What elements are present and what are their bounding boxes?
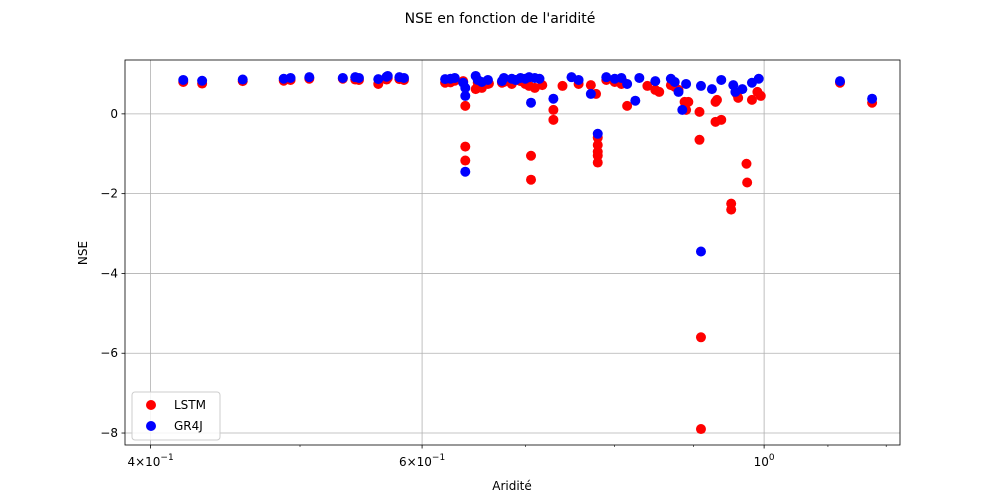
point-gr4j (695, 246, 706, 257)
point-gr4j (601, 72, 612, 83)
point-lstm (694, 106, 705, 117)
point-gr4j (449, 72, 460, 83)
point-gr4j (304, 72, 315, 83)
point-lstm (592, 157, 603, 168)
chart-title: NSE en fonction de l'aridité (405, 11, 596, 27)
point-gr4j (592, 128, 603, 139)
point-gr4j (835, 76, 845, 87)
point-lstm (654, 86, 665, 97)
ticks-layer: 0 −2 −4 −6 −8 4×10−1 6×10−1 100 (100, 107, 887, 469)
point-gr4j (460, 166, 471, 177)
point-lstm (548, 114, 559, 125)
point-gr4j (382, 70, 393, 81)
point-lstm (460, 100, 471, 111)
point-lstm (742, 177, 753, 188)
point-gr4j (622, 78, 633, 89)
point-gr4j (753, 73, 764, 84)
point-gr4j (482, 74, 493, 85)
point-gr4j (178, 74, 189, 85)
point-gr4j (353, 72, 364, 83)
point-lstm (460, 141, 471, 152)
plot-frame (124, 59, 901, 446)
y-tick-label: −6 (100, 346, 118, 360)
point-gr4j (630, 95, 641, 106)
point-lstm (726, 204, 737, 215)
point-gr4j (460, 90, 471, 101)
point-lstm (755, 90, 766, 101)
legend: LSTM GR4J (131, 391, 221, 441)
point-lstm (642, 80, 653, 91)
point-gr4j (526, 97, 537, 108)
point-lstm (711, 94, 722, 105)
point-gr4j (737, 84, 748, 95)
point-gr4j (681, 78, 692, 89)
point-lstm (557, 80, 568, 91)
grid-layer (125, 60, 900, 445)
series-gr4j (178, 70, 878, 257)
point-gr4j (695, 80, 706, 91)
point-lstm (694, 134, 705, 145)
point-gr4j (498, 72, 509, 83)
point-gr4j (548, 93, 559, 104)
legend-label-lstm: LSTM (174, 398, 206, 412)
y-tick-label: 0 (110, 107, 118, 121)
point-gr4j (573, 74, 584, 85)
y-axis-label: NSE (76, 241, 90, 265)
point-gr4j (650, 76, 661, 87)
point-gr4j (534, 73, 545, 84)
point-gr4j (673, 86, 684, 97)
point-gr4j (285, 72, 296, 83)
legend-marker-lstm (146, 400, 156, 410)
point-gr4j (867, 93, 878, 104)
point-lstm (695, 424, 706, 435)
x-tick-label: 100 (754, 453, 775, 469)
legend-marker-gr4j (146, 421, 156, 431)
point-gr4j (197, 75, 208, 86)
point-gr4j (716, 74, 727, 85)
point-lstm (683, 96, 694, 107)
x-tick-label: 6×10−1 (399, 453, 445, 469)
point-gr4j (237, 74, 248, 85)
point-gr4j (669, 76, 680, 87)
point-lstm (460, 155, 471, 166)
y-tick-label: −8 (100, 426, 118, 440)
point-lstm (585, 80, 596, 91)
legend-label-gr4j: GR4J (174, 419, 203, 433)
y-tick-label: −2 (100, 187, 118, 201)
point-gr4j (460, 82, 471, 93)
point-gr4j (634, 72, 645, 83)
x-axis-label: Aridité (492, 479, 532, 493)
y-tick-label: −4 (100, 266, 118, 280)
point-lstm (716, 114, 727, 125)
point-lstm (548, 104, 559, 115)
point-lstm (746, 94, 757, 105)
point-gr4j (398, 72, 409, 83)
point-gr4j (373, 74, 384, 85)
point-gr4j (677, 104, 688, 115)
point-lstm (526, 174, 537, 185)
point-lstm (695, 332, 706, 343)
points-layer (178, 70, 878, 435)
point-gr4j (706, 84, 717, 95)
x-tick-label: 4×10−1 (127, 453, 173, 469)
point-gr4j (337, 72, 348, 83)
point-lstm (529, 82, 540, 93)
point-lstm (622, 100, 633, 111)
point-lstm (741, 158, 752, 169)
point-gr4j (585, 88, 596, 99)
point-lstm (526, 150, 537, 161)
